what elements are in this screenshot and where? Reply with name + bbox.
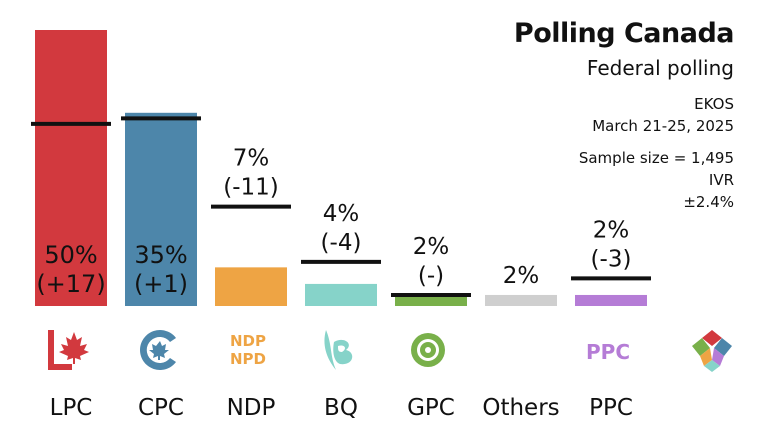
category-label-cpc: CPC xyxy=(138,395,184,421)
bar-bq xyxy=(305,283,377,306)
value-label-cpc: 35% xyxy=(134,241,187,269)
change-label-ppc: (-3) xyxy=(591,246,632,272)
category-label-bq: BQ xyxy=(324,395,358,421)
change-label-bq: (-4) xyxy=(321,230,362,256)
value-label-others: 2% xyxy=(503,263,540,289)
margin-of-error: ±2.4% xyxy=(683,193,734,211)
change-label-ndp: (-11) xyxy=(223,175,279,201)
chart-title: Polling Canada xyxy=(513,18,735,49)
pollster: EKOS xyxy=(694,95,734,113)
bar-ndp xyxy=(215,267,287,306)
bar-gpc xyxy=(395,294,467,306)
ppc-logo-icon: PPC xyxy=(586,340,630,364)
bq-logo-icon xyxy=(324,330,353,370)
change-label-gpc: (-) xyxy=(418,263,444,289)
poll-dates: March 21-25, 2025 xyxy=(592,117,734,135)
chart-subtitle: Federal polling xyxy=(586,56,734,80)
sample-size: Sample size = 1,495 xyxy=(578,149,734,167)
cpc-logo-icon xyxy=(140,330,176,370)
polling-canada-logo-icon xyxy=(692,330,732,372)
change-label-cpc: (+1) xyxy=(134,270,188,298)
category-label-ppc: PPC xyxy=(589,395,633,421)
value-label-ndp: 7% xyxy=(233,146,270,172)
ndp-logo-icon: NDP NPD xyxy=(230,332,266,368)
category-label-lpc: LPC xyxy=(50,395,93,421)
value-label-ppc: 2% xyxy=(593,217,630,243)
bar-others xyxy=(485,294,557,306)
lpc-maple-leaf-icon xyxy=(48,330,89,370)
ndp-logo-line2: NPD xyxy=(230,350,266,368)
category-label-others: Others xyxy=(482,395,559,421)
bar-ppc xyxy=(575,294,647,306)
value-label-gpc: 2% xyxy=(413,234,450,260)
bar-lpc xyxy=(35,30,107,306)
bar-cpc xyxy=(125,112,197,306)
poll-method: IVR xyxy=(708,171,734,189)
change-label-lpc: (+17) xyxy=(36,270,105,298)
category-label-ndp: NDP xyxy=(227,395,276,421)
ndp-logo-line1: NDP xyxy=(230,332,266,350)
gpc-flower-icon xyxy=(411,333,445,367)
value-label-lpc: 50% xyxy=(44,241,97,269)
value-label-bq: 4% xyxy=(323,201,360,227)
ppc-logo-text: PPC xyxy=(586,340,630,364)
category-label-gpc: GPC xyxy=(407,395,455,421)
